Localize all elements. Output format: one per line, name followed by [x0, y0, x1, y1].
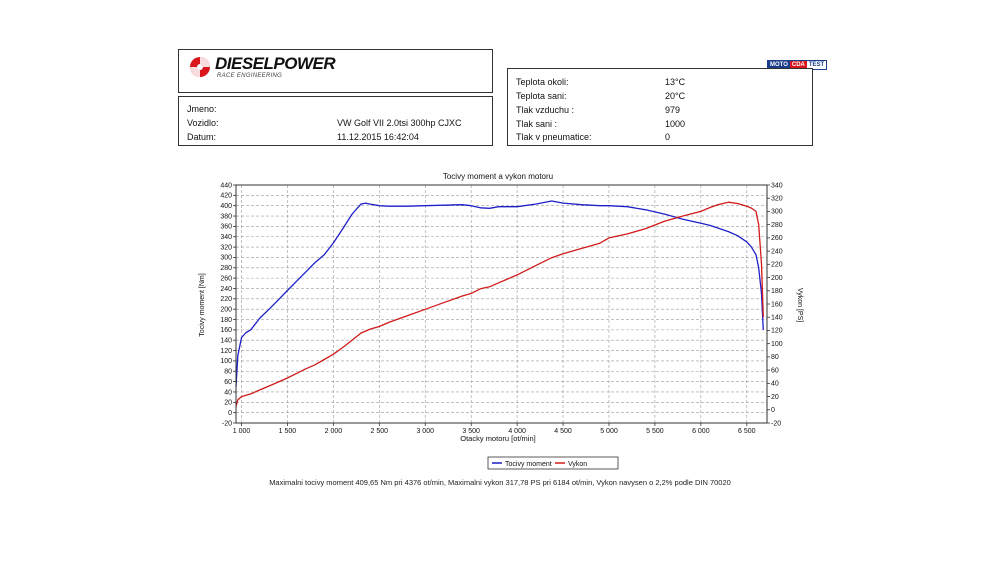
y-left-tick-label: 340: [220, 234, 232, 241]
ambient-temp-label: Teplota okoli:: [516, 77, 569, 87]
y-left-tick-label: 400: [220, 203, 232, 210]
y-right-tick-label: 180: [771, 288, 783, 295]
tire-pressure-label: Tlak v pneumatice:: [516, 132, 592, 142]
series-line-power: [235, 201, 764, 407]
y-left-tick-label: 0: [228, 410, 232, 417]
x-tick-label: 1 500: [279, 428, 297, 435]
y-left-tick-label: 300: [220, 255, 232, 262]
y-left-tick-label: 40: [224, 389, 232, 396]
y-right-tick-label: 20: [771, 394, 779, 401]
vehicle-value: VW Golf VII 2.0tsi 300hp CJXC: [337, 118, 462, 128]
y-left-tick-label: 180: [220, 317, 232, 324]
conditions-box: Teplota okoli: 13°C Teplota sani: 20°C T…: [507, 68, 813, 146]
air-pressure-value: 979: [665, 105, 681, 115]
x-tick-label: 4 500: [554, 428, 572, 435]
legend-box: [487, 456, 619, 470]
date-label: Datum:: [187, 132, 217, 142]
series-layer: [235, 200, 764, 407]
x-tick-label: 2 000: [325, 428, 343, 435]
tire-pressure-value: 0: [665, 132, 671, 142]
chart-title: Tocivy moment a vykon motoru: [443, 172, 553, 181]
y-right-tick-label: 140: [771, 315, 783, 322]
y-right-tick-label: 120: [771, 328, 783, 335]
y-left-tick-label: 220: [220, 296, 232, 303]
date-value: 11.12.2015 16:42:04: [337, 132, 419, 142]
x-axis-label: Otacky motoru [ot/min]: [460, 434, 535, 443]
y-right-tick-label: 280: [771, 222, 783, 229]
y-left-tick-label: 280: [220, 265, 232, 272]
intake-pressure-label: Tlak sani :: [516, 119, 558, 129]
y-left-tick-label: 140: [220, 338, 232, 345]
y-right-tick-label: 300: [771, 209, 783, 216]
badge-part-2: CDA: [789, 61, 807, 69]
intake-pressure-value: 1000: [665, 119, 686, 129]
y-left-tick-label: 160: [220, 327, 232, 334]
y-right-tick-label: 40: [771, 381, 779, 388]
y-left-tick-label: 200: [220, 306, 232, 313]
ambient-temp-value: 13°C: [665, 77, 686, 87]
x-tick-label: 6 000: [692, 428, 710, 435]
y-left-tick-label: 380: [220, 213, 232, 220]
y-left-tick-label: 260: [220, 275, 232, 282]
y-left-tick-label: 20: [224, 400, 232, 407]
x-tick-label: 5 500: [646, 428, 664, 435]
vehicle-info-box: Jmeno: Vozidlo: VW Golf VII 2.0tsi 300hp…: [178, 96, 493, 146]
legend-label-power: Vykon: [568, 461, 587, 468]
y-right-tick-label: 320: [771, 196, 783, 203]
y-right-tick-label: 200: [771, 275, 783, 282]
y-left-tick-label: 360: [220, 224, 232, 231]
name-label: Jmeno:: [187, 104, 217, 114]
x-tick-label: 6 500: [738, 428, 756, 435]
legend: Tocivy moment Vykon: [487, 456, 619, 470]
logo-subtitle: RACE ENGINEERING: [217, 73, 283, 79]
logo-text: DIESELPOWER: [215, 54, 336, 73]
plot-frame: [235, 184, 768, 424]
air-pressure-label: Tlak vzduchu :: [516, 105, 575, 115]
y-right-tick-label: 240: [771, 248, 783, 255]
x-tick-label: 4 000: [508, 428, 526, 435]
y-left-tick-label: 320: [220, 244, 232, 251]
y-left-tick-label: 440: [220, 182, 232, 189]
y-left-tick-label: 80: [224, 369, 232, 376]
series-line-torque: [235, 200, 764, 387]
y-right-tick-label: -20: [771, 420, 781, 427]
axes-layer: 1 000 1 500 2 000 2 500 3 000 3 500 4 000 4 500…: [220, 182, 782, 435]
y-left-tick-label: 60: [224, 379, 232, 386]
y-left-axis-label: Tocivy moment [Nm]: [199, 273, 206, 336]
y-right-tick-label: 0: [771, 407, 775, 414]
y-right-tick-label: 60: [771, 367, 779, 374]
legend-label-torque: Tocivy moment: [505, 461, 552, 468]
turbo-logo-icon: [190, 57, 210, 77]
logo-box: DIESELPOWER RACE ENGINEERING: [178, 49, 493, 93]
x-tick-label: 2 500: [371, 428, 389, 435]
x-tick-label: 5 000: [600, 428, 618, 435]
y-right-tick-label: 220: [771, 262, 783, 269]
y-right-tick-label: 160: [771, 301, 783, 308]
x-tick-label: 3 000: [416, 428, 434, 435]
y-right-tick-label: 340: [771, 182, 783, 189]
y-left-tick-label: -20: [222, 420, 232, 427]
x-tick-label: 1 000: [233, 428, 251, 435]
badge-part-3: TEST: [806, 61, 827, 69]
intake-temp-value: 20°C: [665, 91, 686, 101]
intake-temp-label: Teplota sani:: [516, 91, 567, 101]
y-left-tick-label: 100: [220, 358, 232, 365]
x-tick-label: 3 500: [462, 428, 480, 435]
y-right-tick-label: 100: [771, 341, 783, 348]
vehicle-label: Vozidlo:: [187, 118, 219, 128]
y-left-tick-label: 240: [220, 286, 232, 293]
y-left-tick-label: 120: [220, 348, 232, 355]
y-right-tick-label: 80: [771, 354, 779, 361]
y-right-tick-label: 260: [771, 235, 783, 242]
badge-part-1: MOTO: [768, 61, 790, 69]
y-left-tick-label: 420: [220, 193, 232, 200]
max-values-note: Maximalni tocivy moment 409,65 Nm pri 43…: [269, 478, 731, 487]
y-right-axis-label: Vykon [PS]: [796, 288, 803, 322]
